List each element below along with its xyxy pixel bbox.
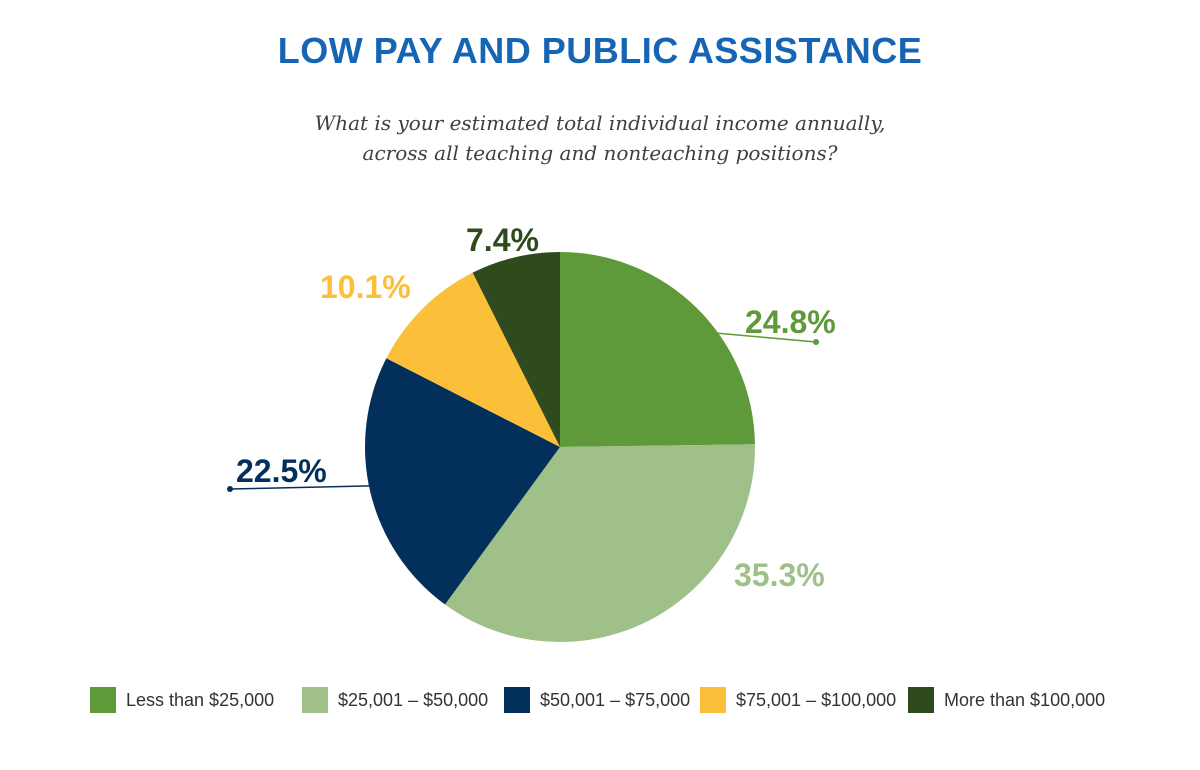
pie-labels: 24.8% 35.3% 22.5% 10.1% 7.4% <box>236 222 836 593</box>
pie-slices <box>364 252 755 642</box>
legend-label: $75,001 – $100,000 <box>736 689 897 710</box>
pie-callouts <box>227 328 819 492</box>
pie-slice-25001-50000 <box>444 444 755 642</box>
callout-dot-less-than-25000 <box>813 339 819 345</box>
slice-label-75001-100000: 10.1% <box>320 269 411 305</box>
callout-line-50001-75000 <box>229 484 400 490</box>
subtitle-line-2: across all teaching and nonteaching posi… <box>362 141 838 165</box>
pie-slice-75001-100000 <box>386 272 560 447</box>
chart-subtitle: What is your estimated total individual … <box>300 108 900 168</box>
legend-swatch <box>908 687 934 713</box>
legend-swatch <box>90 687 116 713</box>
slice-label-less-than-25000: 24.8% <box>745 304 836 340</box>
legend-swatch <box>504 687 530 713</box>
slice-label-more-than-100000: 7.4% <box>466 222 539 258</box>
pie-slice-more-than-100000 <box>472 252 560 447</box>
legend-item-less-than-25000: Less than $25,000 <box>90 684 274 716</box>
callout-line-less-than-25000 <box>675 328 817 343</box>
legend-swatch <box>700 687 726 713</box>
legend-item-25001-50000: $25,001 – $50,000 <box>302 684 488 716</box>
legend-item-more-than-100000: More than $100,000 <box>908 684 1105 716</box>
legend-label: More than $100,000 <box>944 689 1106 710</box>
pie-slice-less-than-25000 <box>560 252 755 447</box>
legend-label: Less than $25,000 <box>126 689 275 710</box>
subtitle-line-1: What is your estimated total individual … <box>314 111 886 135</box>
legend-label: $50,001 – $75,000 <box>540 689 691 710</box>
legend-item-75001-100000: $75,001 – $100,000 <box>700 684 896 716</box>
chart-legend: Less than $25,000 $25,001 – $50,000 $50,… <box>90 684 1170 716</box>
slice-label-25001-50000: 35.3% <box>734 557 825 593</box>
pie-slice-50001-75000 <box>364 358 560 605</box>
slice-label-50001-75000: 22.5% <box>236 453 327 489</box>
legend-swatch <box>302 687 328 713</box>
callout-dot-50001-75000 <box>227 486 233 492</box>
pie-chart: 24.8% 35.3% 22.5% 10.1% 7.4% <box>227 222 836 642</box>
legend-item-50001-75000: $50,001 – $75,000 <box>504 684 690 716</box>
chart-title: LOW PAY AND PUBLIC ASSISTANCE <box>277 30 923 71</box>
legend-label: $25,001 – $50,000 <box>338 689 489 710</box>
